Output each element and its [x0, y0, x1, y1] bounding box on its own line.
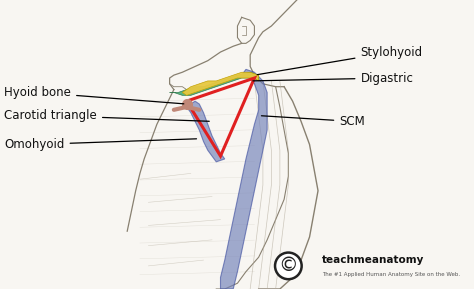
Polygon shape	[220, 69, 267, 289]
Text: Omohyoid: Omohyoid	[4, 138, 197, 151]
Text: Carotid triangle: Carotid triangle	[4, 109, 209, 122]
Text: The #1 Applied Human Anatomy Site on the Web.: The #1 Applied Human Anatomy Site on the…	[322, 272, 460, 277]
Text: Stylohyoid: Stylohyoid	[257, 46, 422, 75]
Text: ©: ©	[279, 256, 298, 275]
Polygon shape	[187, 101, 225, 162]
Text: teachmeanatomy: teachmeanatomy	[322, 255, 425, 265]
Text: Digastric: Digastric	[253, 72, 413, 84]
Text: SCM: SCM	[262, 115, 365, 128]
Polygon shape	[170, 72, 259, 95]
Text: Hyoid bone: Hyoid bone	[4, 86, 184, 104]
Polygon shape	[182, 72, 259, 95]
